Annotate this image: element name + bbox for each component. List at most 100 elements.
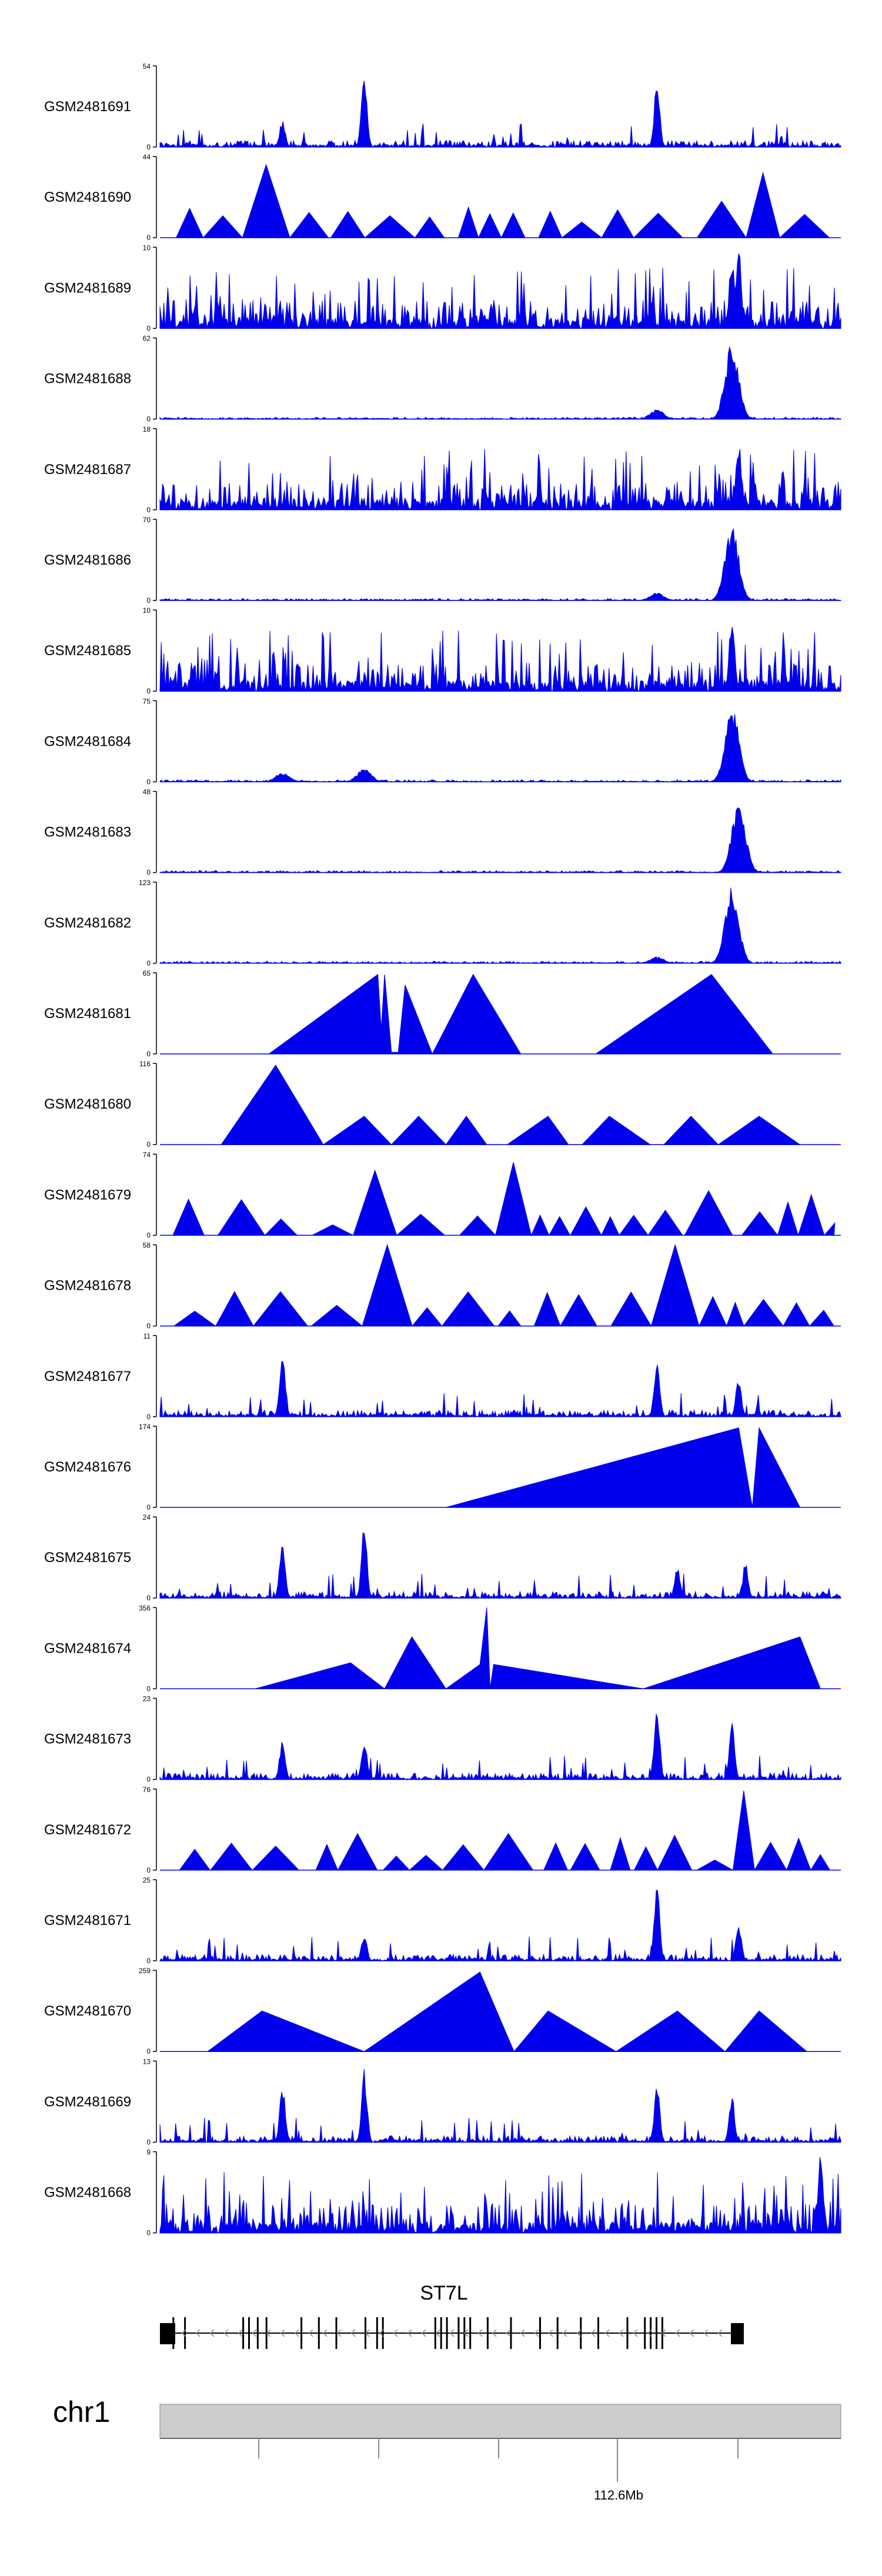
- track-label: GSM2481690: [44, 189, 131, 205]
- y-max-label: 75: [143, 697, 151, 705]
- track-label: GSM2481674: [44, 1640, 131, 1656]
- gene-exon: [469, 2317, 472, 2349]
- track-GSM2481689: GSM2481689 10 0: [44, 243, 841, 332]
- y-min-label: 0: [146, 1231, 151, 1239]
- signal-area: [159, 1533, 841, 1599]
- y-max-label: 23: [143, 1695, 151, 1703]
- y-min-label: 0: [146, 1776, 151, 1784]
- track-label: GSM2481678: [44, 1278, 131, 1294]
- gene-exon: [172, 2317, 175, 2349]
- strand-arrow: [576, 2329, 582, 2337]
- track-label: GSM2481685: [44, 643, 131, 659]
- strand-arrow: [689, 2329, 694, 2337]
- track-GSM2481684: GSM2481684 75 0: [44, 697, 841, 786]
- y-max-label: 44: [143, 153, 151, 161]
- track-GSM2481672: GSM2481672 76 0: [44, 1786, 841, 1874]
- signal-area: [159, 714, 841, 782]
- gene-exon: [382, 2317, 384, 2349]
- gene-exon: [242, 2317, 245, 2349]
- track-GSM2481685: GSM2481685 10 0: [44, 606, 841, 695]
- track-label: GSM2481673: [44, 1731, 131, 1747]
- y-min-label: 0: [146, 1594, 151, 1602]
- strand-arrow: [336, 2329, 342, 2337]
- track-label: GSM2481672: [44, 1822, 131, 1838]
- track-GSM2481678: GSM2481678 58 0: [44, 1242, 841, 1330]
- track-GSM2481681: GSM2481681 65 0: [44, 969, 841, 1058]
- strand-arrow: [548, 2329, 553, 2337]
- signal-area: [159, 253, 841, 329]
- track-GSM2481690: GSM2481690 44 0: [44, 153, 841, 242]
- gene-exon: [248, 2317, 250, 2349]
- strand-arrow: [435, 2329, 440, 2337]
- strand-arrow: [294, 2329, 299, 2337]
- track-label: GSM2481671: [44, 1913, 131, 1928]
- track-GSM2481673: GSM2481673 23 0: [44, 1695, 841, 1784]
- track-GSM2481671: GSM2481671 25 0: [44, 1876, 841, 1965]
- y-min-label: 0: [146, 2138, 151, 2146]
- strand-arrow: [520, 2329, 525, 2337]
- y-min-label: 0: [146, 1957, 151, 1965]
- chromosome-name: chr1: [53, 2395, 110, 2428]
- signal-area: [255, 1607, 821, 1690]
- track-GSM2481687: GSM2481687 18 0: [44, 425, 841, 514]
- signal-area: [159, 807, 841, 873]
- track-GSM2481674: GSM2481674 356 0: [44, 1604, 841, 1693]
- y-max-label: 174: [139, 1423, 151, 1431]
- signal-area: [159, 887, 841, 964]
- track-GSM2481676: GSM2481676 174 0: [44, 1423, 841, 1511]
- y-min-label: 0: [146, 1413, 151, 1421]
- signal-area: [159, 2157, 841, 2234]
- track-label: GSM2481669: [44, 2094, 131, 2110]
- signal-area: [268, 973, 774, 1055]
- track-label: GSM2481687: [44, 462, 131, 478]
- strand-arrow: [534, 2329, 539, 2337]
- y-min-label: 0: [146, 687, 151, 695]
- y-max-label: 259: [139, 1967, 151, 1975]
- strand-arrow: [223, 2329, 229, 2337]
- strand-arrow: [647, 2329, 652, 2337]
- strand-arrow: [209, 2329, 215, 2337]
- track-label: GSM2481675: [44, 1550, 131, 1566]
- y-max-label: 123: [139, 879, 151, 887]
- signal-area: [446, 1427, 801, 1508]
- track-label: GSM2481688: [44, 371, 131, 387]
- signal-area: [159, 2069, 841, 2143]
- signal-area: [179, 1790, 831, 1871]
- y-max-label: 62: [143, 335, 151, 343]
- strand-arrow: [562, 2329, 567, 2337]
- track-label: GSM2481683: [44, 825, 131, 840]
- gene-track: ST7L: [160, 2282, 744, 2349]
- track-GSM2481675: GSM2481675 24 0: [44, 1513, 841, 1602]
- strand-arrow: [661, 2329, 666, 2337]
- track-GSM2481688: GSM2481688 62 0: [44, 335, 841, 423]
- strand-arrow: [463, 2329, 469, 2337]
- signal-area: [159, 346, 841, 420]
- track-label: GSM2481677: [44, 1369, 131, 1384]
- strand-arrow: [266, 2329, 271, 2337]
- y-min-label: 0: [146, 1050, 151, 1058]
- signal-area: [206, 1971, 808, 2053]
- y-max-label: 11: [143, 1332, 151, 1340]
- strand-arrow: [252, 2329, 257, 2337]
- gene-exon: [376, 2317, 378, 2349]
- y-max-label: 18: [143, 425, 151, 433]
- signal-area: [220, 1065, 801, 1145]
- y-min-label: 0: [146, 233, 151, 242]
- gene-exon: [644, 2317, 646, 2349]
- strand-arrow: [393, 2329, 398, 2337]
- strand-arrow: [633, 2329, 638, 2337]
- gene-exon: [580, 2317, 582, 2349]
- strand-arrow: [238, 2329, 243, 2337]
- y-min-label: 0: [146, 1866, 151, 1874]
- signal-area: [159, 81, 841, 148]
- gene-right-end-exon: [731, 2323, 744, 2344]
- track-label: GSM2481681: [44, 1006, 131, 1022]
- gene-exon: [440, 2317, 442, 2349]
- axis-tick-label: 112.6Mb: [594, 2488, 643, 2502]
- signal-area: [159, 1714, 841, 1781]
- strand-arrow: [322, 2329, 328, 2337]
- track-label: GSM2481682: [44, 915, 131, 931]
- y-min-label: 0: [146, 596, 151, 605]
- gene-exon: [256, 2317, 259, 2349]
- gene-exon: [556, 2317, 559, 2349]
